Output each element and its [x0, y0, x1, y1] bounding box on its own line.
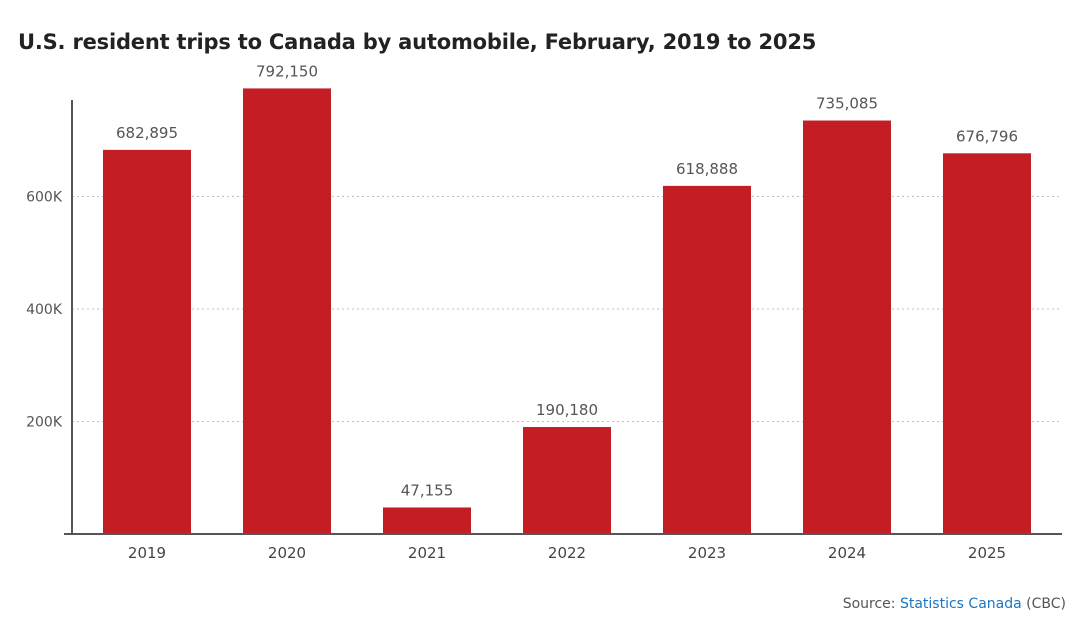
bar-2023 — [663, 185, 751, 535]
y-tick-label: 400K — [26, 302, 63, 318]
x-tick-label: 2019 — [128, 544, 166, 562]
y-tick-label: 600K — [26, 190, 63, 206]
x-tick-label: 2022 — [548, 544, 586, 562]
gridlines — [72, 196, 1062, 422]
y-tick-label: 200K — [26, 415, 63, 431]
bar-value-label: 682,895 — [116, 124, 178, 142]
bar-2021 — [383, 507, 471, 534]
source-credit: Source: Statistics Canada (CBC) — [843, 596, 1066, 612]
x-tick-label: 2024 — [828, 544, 866, 562]
source-link[interactable]: Statistics Canada — [899, 596, 1022, 612]
value-labels: 682,895 792,150 47,155 190,180 618,888 735,08… — [116, 62, 1018, 499]
x-tick-label: 2021 — [408, 544, 446, 562]
source-prefix: Source: — [842, 596, 900, 612]
chart-title: U.S. resident trips to Canada by automob… — [18, 30, 817, 54]
bar-2019 — [103, 149, 191, 534]
source-suffix: (CBC) — [1021, 596, 1066, 612]
bar-2020 — [243, 88, 331, 535]
bar-value-label: 676,796 — [956, 127, 1018, 145]
bar-value-label: 190,180 — [536, 401, 598, 419]
y-tick-labels: 200K 400K 600K — [26, 190, 63, 431]
bar-2022 — [523, 427, 611, 534]
bar-value-label: 792,150 — [256, 62, 318, 80]
bar-2025 — [943, 153, 1031, 534]
x-tick-label: 2023 — [688, 544, 726, 562]
bar-value-label: 618,888 — [676, 160, 738, 178]
bar-chart: 682,895 792,150 47,155 190,180 618,888 735,08… — [26, 62, 1062, 562]
bar-value-label: 735,085 — [816, 95, 878, 113]
x-tick-labels: 2019 2020 2021 2022 2023 2024 2025 — [128, 544, 1006, 562]
bar-value-label: 47,155 — [401, 481, 454, 499]
bars — [103, 88, 1031, 535]
x-tick-label: 2020 — [268, 544, 306, 562]
bar-2024 — [803, 120, 891, 535]
x-tick-label: 2025 — [968, 544, 1006, 562]
